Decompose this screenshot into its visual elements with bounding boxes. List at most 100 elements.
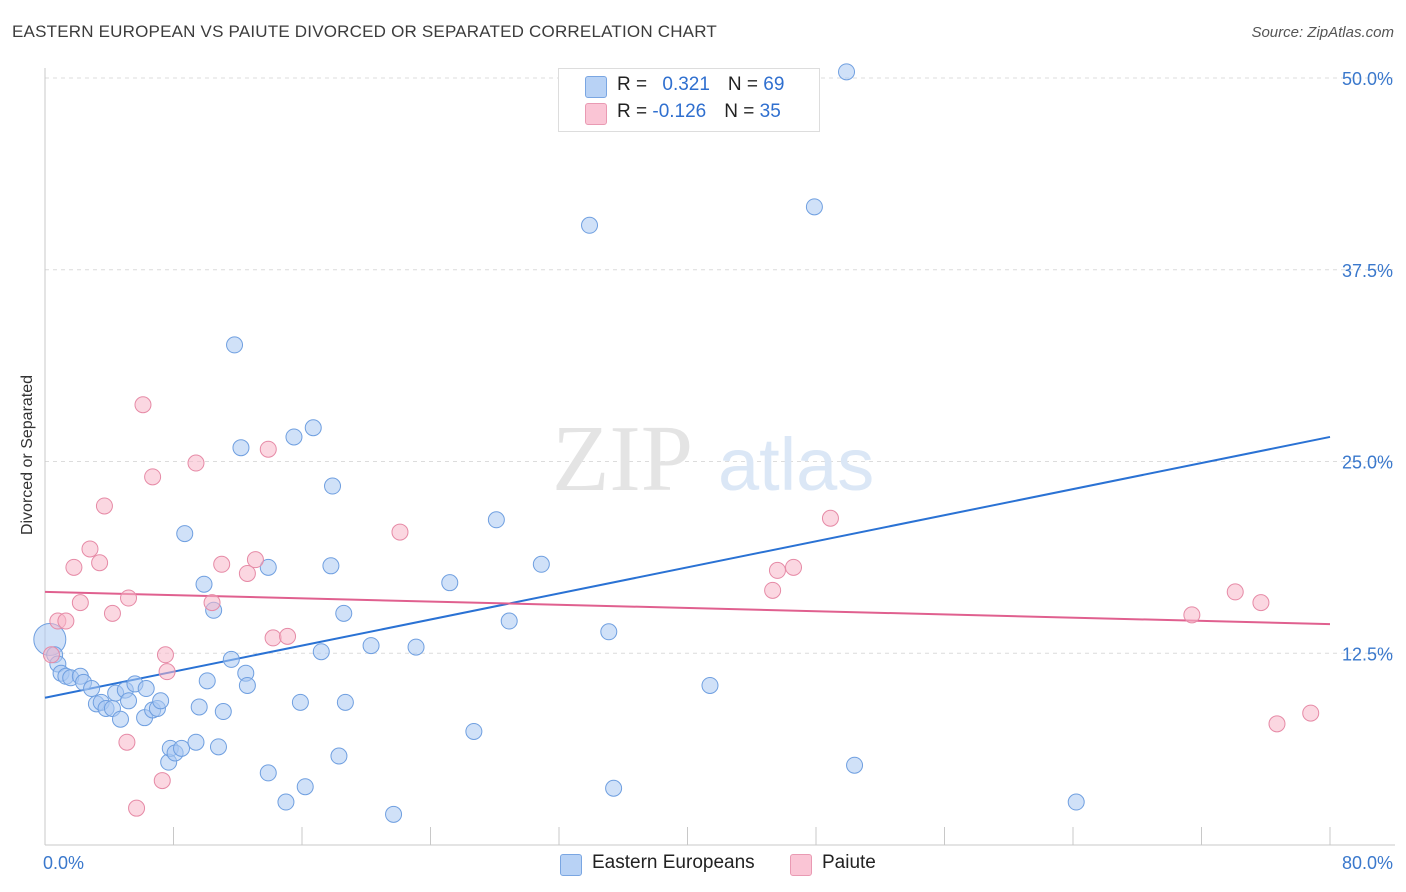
y-tick-label: 25.0% (1342, 453, 1393, 473)
legend-stats-text: R = -0.126 N = 35 (617, 101, 781, 123)
point-eastern-europeans (120, 692, 138, 710)
point-eastern-europeans (362, 637, 380, 655)
legend-stats-text: R = 0.321 N = 69 (617, 74, 784, 96)
legend-swatch-pink (790, 854, 812, 876)
point-paiute (118, 733, 136, 751)
watermark: ZIP atlas (552, 407, 874, 511)
watermark-atlas: atlas (718, 423, 874, 506)
point-eastern-europeans (336, 693, 354, 711)
point-eastern-europeans (291, 693, 309, 711)
r-value: -0.126 (652, 101, 707, 122)
x-tick-label: 80.0% (1342, 853, 1393, 873)
point-paiute (71, 594, 89, 612)
point-paiute (1226, 583, 1244, 601)
point-paiute (821, 509, 839, 527)
point-paiute (187, 454, 205, 472)
point-paiute (103, 604, 121, 622)
n-value: 35 (759, 101, 781, 122)
point-paiute (213, 555, 231, 573)
legend-label: Eastern Europeans (592, 852, 755, 873)
point-paiute (134, 396, 152, 414)
point-paiute (120, 589, 138, 607)
point-paiute (57, 612, 75, 630)
y-axis-label: Divorced or Separated (19, 374, 36, 536)
axes (44, 68, 1395, 846)
point-paiute (95, 497, 113, 515)
point-paiute (158, 663, 176, 681)
point-eastern-europeans (407, 638, 425, 656)
point-eastern-europeans (296, 778, 314, 796)
point-paiute (264, 629, 282, 647)
point-paiute (156, 646, 174, 664)
point-paiute (91, 554, 109, 572)
point-paiute (81, 540, 99, 558)
legend-swatch-pink (585, 103, 607, 125)
point-eastern-europeans (173, 739, 191, 757)
point-eastern-europeans (214, 703, 232, 721)
point-eastern-europeans (277, 793, 295, 811)
point-eastern-europeans (322, 557, 340, 575)
legend-swatch-blue (560, 854, 582, 876)
point-paiute (1302, 704, 1320, 722)
point-eastern-europeans (304, 419, 322, 437)
n-label: N = (727, 74, 764, 95)
point-paiute (246, 551, 264, 569)
point-eastern-europeans (209, 738, 227, 756)
point-paiute (1183, 606, 1201, 624)
point-eastern-europeans (600, 623, 618, 641)
point-eastern-europeans (605, 779, 623, 797)
point-eastern-europeans (1067, 793, 1085, 811)
point-eastern-europeans (232, 439, 250, 457)
point-eastern-europeans (335, 604, 353, 622)
point-eastern-europeans (324, 477, 342, 495)
legend-label: Paiute (822, 852, 876, 873)
point-eastern-europeans (846, 756, 864, 774)
stats-legend: R = 0.321 N = 69 R = -0.126 N = 35 (558, 68, 820, 132)
point-paiute (42, 646, 60, 664)
point-eastern-europeans (465, 722, 483, 740)
point-eastern-europeans (441, 574, 459, 592)
trend-lines (44, 435, 1331, 699)
point-eastern-europeans (259, 764, 277, 782)
point-eastern-europeans (500, 612, 518, 630)
y-tick-label: 50.0% (1342, 69, 1393, 89)
point-eastern-europeans (111, 710, 129, 728)
r-label: R = (617, 74, 653, 95)
point-eastern-europeans (152, 692, 170, 710)
point-paiute (203, 594, 221, 612)
point-eastern-europeans (137, 680, 155, 698)
point-paiute (1268, 715, 1286, 733)
y-tick-label: 12.5% (1342, 644, 1393, 664)
point-eastern-europeans (312, 643, 330, 661)
point-eastern-europeans (805, 198, 823, 216)
point-paiute (144, 468, 162, 486)
point-paiute (238, 564, 256, 582)
point-paiute (1252, 594, 1270, 612)
trend-line-eastern-europeans (44, 435, 1331, 699)
point-paiute (128, 799, 146, 817)
point-eastern-europeans (838, 63, 856, 81)
point-eastern-europeans (190, 698, 208, 716)
point-eastern-europeans (187, 733, 205, 751)
point-eastern-europeans (238, 676, 256, 694)
tick-labels: 12.5% 25.0% 37.5% 50.0% 0.0% 80.0% (43, 69, 1393, 873)
trend-line-paiute (44, 590, 1331, 626)
point-eastern-europeans (226, 336, 244, 354)
point-paiute (153, 772, 171, 790)
point-eastern-europeans (195, 575, 213, 593)
point-paiute (279, 627, 297, 645)
chart-title: EASTERN EUROPEAN VS PAIUTE DIVORCED OR S… (12, 22, 717, 41)
point-paiute (785, 558, 803, 576)
point-paiute (764, 581, 782, 599)
source-label: Source: ZipAtlas.com (1251, 24, 1394, 41)
n-label: N = (724, 101, 760, 122)
point-paiute (391, 523, 409, 541)
point-paiute (65, 558, 83, 576)
point-eastern-europeans (532, 555, 550, 573)
x-tick-label: 0.0% (43, 853, 84, 873)
legend-swatch-blue (585, 76, 607, 98)
point-eastern-europeans (487, 511, 505, 529)
point-eastern-europeans (176, 525, 194, 543)
point-paiute (259, 440, 277, 458)
